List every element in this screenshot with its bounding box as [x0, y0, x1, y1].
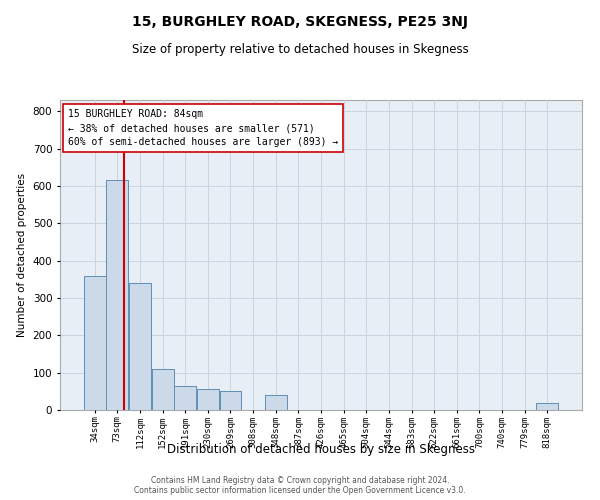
Bar	[174, 386, 196, 410]
Bar	[220, 392, 241, 410]
Bar	[84, 276, 106, 410]
Text: 15, BURGHLEY ROAD, SKEGNESS, PE25 3NJ: 15, BURGHLEY ROAD, SKEGNESS, PE25 3NJ	[132, 15, 468, 29]
Bar	[84, 276, 106, 410]
Text: 15 BURGHLEY ROAD: 84sqm
← 38% of detached houses are smaller (571)
60% of semi-d: 15 BURGHLEY ROAD: 84sqm ← 38% of detache…	[68, 110, 338, 148]
Bar	[129, 283, 151, 410]
Bar	[152, 369, 173, 410]
Bar	[265, 395, 287, 410]
Y-axis label: Number of detached properties: Number of detached properties	[17, 173, 27, 337]
Bar	[197, 390, 219, 410]
Bar	[106, 180, 128, 410]
Bar	[536, 402, 558, 410]
Text: Size of property relative to detached houses in Skegness: Size of property relative to detached ho…	[131, 42, 469, 56]
Bar	[220, 392, 241, 410]
Text: Distribution of detached houses by size in Skegness: Distribution of detached houses by size …	[167, 442, 475, 456]
Bar	[536, 402, 558, 410]
Bar	[265, 395, 287, 410]
Bar	[174, 386, 196, 410]
Bar	[197, 390, 219, 410]
Bar	[152, 369, 173, 410]
Bar	[106, 180, 128, 410]
Bar	[129, 283, 151, 410]
Text: Contains HM Land Registry data © Crown copyright and database right 2024.
Contai: Contains HM Land Registry data © Crown c…	[134, 476, 466, 495]
